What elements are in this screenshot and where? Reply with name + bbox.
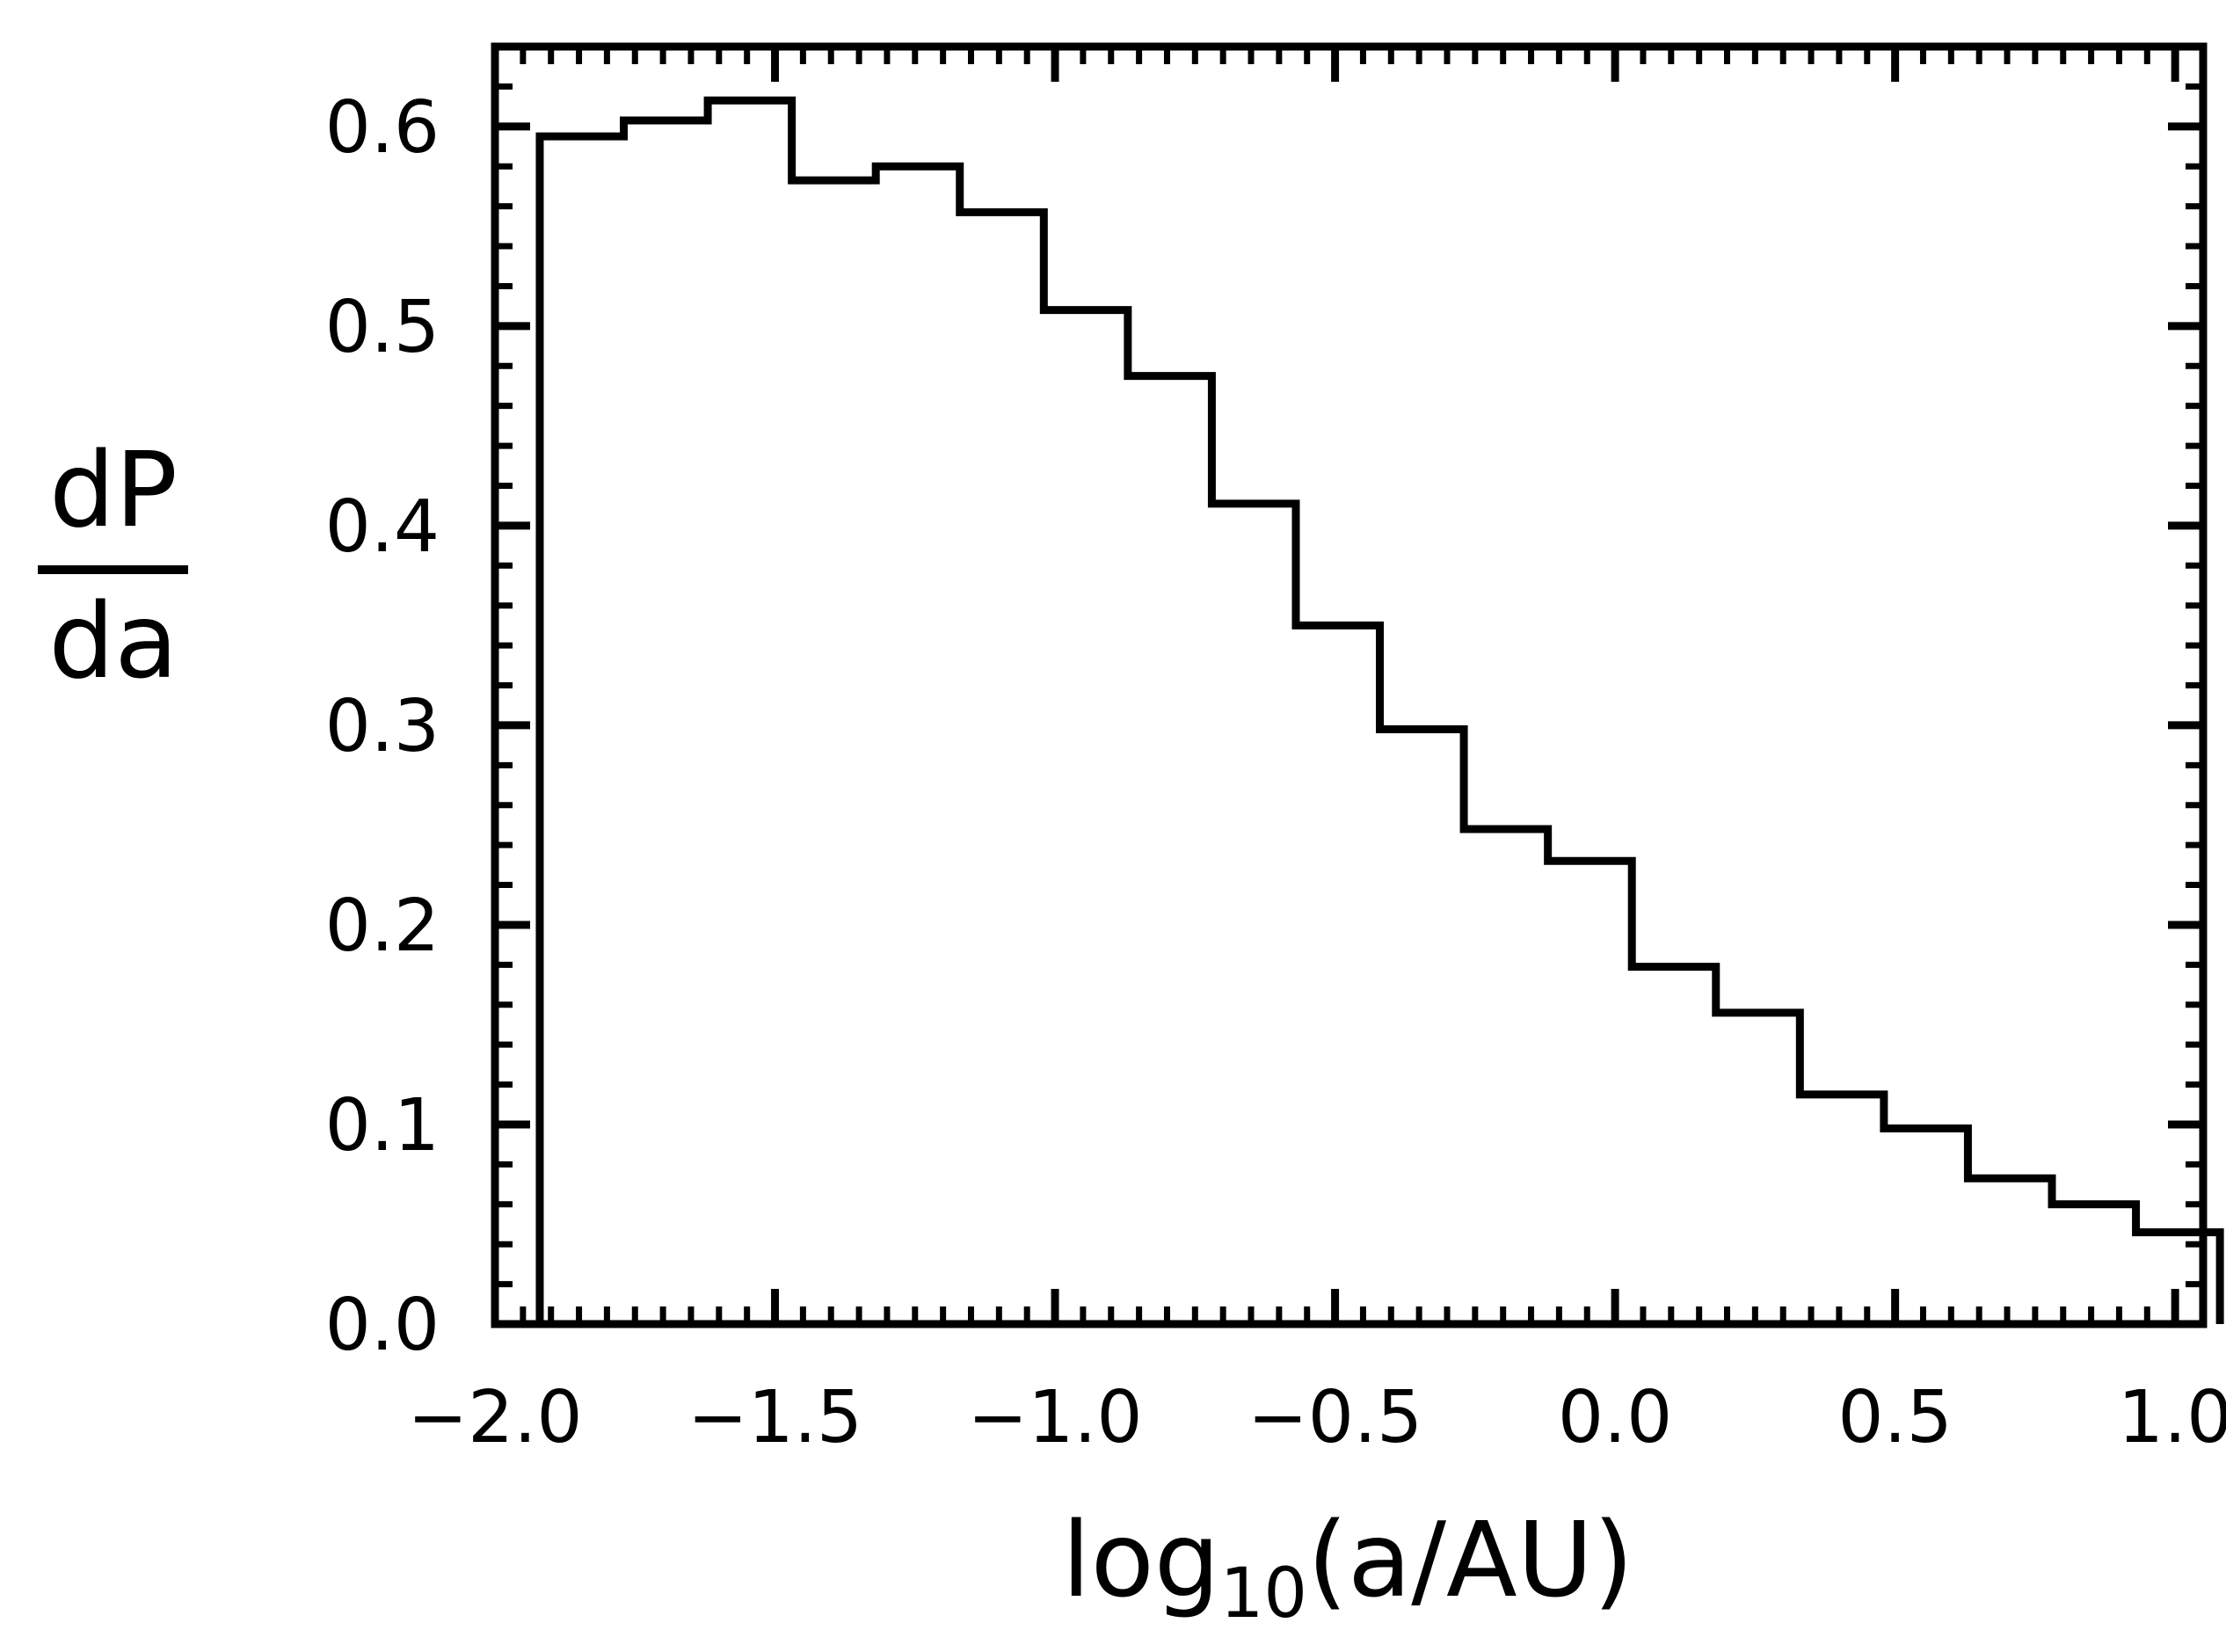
plot-frame: [491, 42, 2208, 1328]
y-tick-label: 0.6: [325, 86, 440, 170]
x-axis-label: log10(a/AU): [1062, 1499, 1633, 1634]
x-tick-labels: −2.0 −1.5 −1.0 −0.5 0.0 0.5 1.0: [407, 1376, 2226, 1459]
minor-ticks: [495, 43, 2207, 1324]
y-tick-label: 0.5: [325, 286, 440, 369]
x-tick-label: −2.0: [407, 1376, 582, 1459]
y-tick-labels: 0.0 0.1 0.2 0.3 0.4 0.5 0.6: [325, 86, 440, 1367]
major-ticks: [491, 47, 2203, 1328]
x-axis-label-rest: (a/AU): [1307, 1499, 1633, 1620]
x-tick-label: −1.5: [687, 1376, 862, 1459]
y-tick-label: 0.3: [325, 685, 440, 768]
histogram-step-line: [535, 96, 2224, 1324]
y-tick-label: 0.4: [325, 485, 440, 569]
y-tick-label: 0.2: [325, 884, 440, 968]
y-tick-label: 0.0: [325, 1284, 440, 1367]
x-tick-label: −1.0: [967, 1376, 1142, 1459]
x-tick-label: −0.5: [1248, 1376, 1422, 1459]
x-tick-label: 1.0: [2118, 1376, 2226, 1459]
y-axis-label-denominator: da: [48, 580, 178, 702]
x-tick-label: 0.5: [1837, 1376, 1952, 1459]
y-axis-label-numerator: dP: [49, 429, 178, 550]
x-tick-label: 0.0: [1558, 1376, 1672, 1459]
x-axis-label-main: log: [1062, 1499, 1220, 1620]
x-axis-label-sub: 10: [1220, 1554, 1307, 1634]
y-tick-label: 0.1: [325, 1084, 440, 1168]
